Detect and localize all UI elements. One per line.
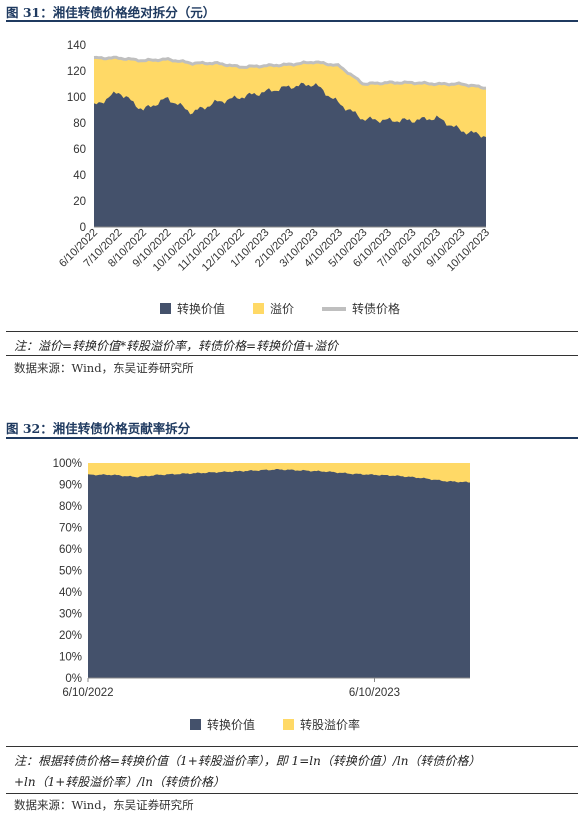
legend-swatch-navy (190, 719, 201, 730)
figure-32-note-line-1: 注：根据转债价格=转换价值（1+转股溢价率），即 1=ln（转换价值）/ln（转… (14, 754, 481, 768)
y-tick-label: 80 (73, 118, 86, 130)
y-tick-label: 100 (67, 92, 86, 104)
legend-swatch-gray-line (322, 306, 347, 311)
series-conversion-value-area (88, 469, 470, 678)
figure-32-title: 图 32：湘佳转债价格贡献率拆分 (6, 421, 191, 436)
y-tick-label: 80% (59, 501, 82, 513)
legend-swatch-yellow (283, 719, 295, 730)
legend-item-premium: 溢价 (253, 300, 294, 317)
y-tick-label: 50% (59, 566, 82, 578)
y-tick-label: 40 (73, 170, 86, 182)
figure-31-top-rule (6, 20, 578, 22)
chart-32-area: 0% 10% 20% 30% 40% 50% 60% 70% 80% 90% 100% 6/10/20… (53, 458, 470, 699)
series-bond-price-line (93, 55, 487, 90)
x-tick-label: 6/10/2022 (62, 687, 113, 699)
y-tick-label: 0 (80, 222, 86, 234)
chart-31-area: 0204060801001201406/10/20227/10/20228/10… (57, 40, 492, 274)
figure-32-source-rule (6, 793, 578, 794)
legend-label: 转债价格 (352, 302, 401, 316)
y-tick-label: 100% (53, 458, 82, 470)
y-tick-label: 0% (65, 673, 82, 685)
legend-item-conversion-value: 转换价值 (160, 300, 225, 317)
legend-label: 转换价值 (177, 302, 226, 316)
legend-item-conversion-value: 转换价值 (190, 716, 255, 733)
series-conversion-value-area (94, 82, 486, 227)
figure-31-note-rule (6, 331, 578, 332)
chart-32-legend: 转换价值 转股溢价率 (190, 716, 360, 733)
figure-31-note: 注：溢价=转换价值*转股溢价率，转债价格=转换价值+溢价 (14, 339, 339, 353)
y-tick-label: 20% (59, 630, 82, 642)
legend-label: 溢价 (270, 302, 295, 316)
figure-32-top-rule (6, 437, 578, 439)
y-tick-label: 90% (59, 480, 82, 492)
y-tick-label: 60% (59, 544, 82, 556)
figure-31-source: 数据来源：Wind，东吴证券研究所 (14, 361, 194, 375)
x-tick-label: 6/10/2023 (349, 687, 400, 699)
figure-31-source-rule (6, 355, 578, 356)
y-tick-label: 120 (67, 66, 86, 78)
chart-31-legend: 转换价值 溢价 转债价格 (160, 300, 400, 317)
legend-item-premium-rate: 转股溢价率 (283, 716, 360, 733)
y-tick-label: 60 (73, 144, 86, 156)
y-tick-label: 140 (67, 40, 86, 52)
y-tick-label: 20 (73, 196, 86, 208)
legend-swatch-yellow (253, 303, 265, 314)
y-tick-label: 30% (59, 609, 82, 621)
figure-31-title: 图 31：湘佳转债价格绝对拆分（元） (6, 5, 216, 20)
legend-swatch-navy (160, 303, 171, 314)
legend-label: 转股溢价率 (300, 718, 361, 732)
figure-32-source: 数据来源：Wind，东吴证券研究所 (14, 798, 194, 812)
figure-32-note-line-2: +ln（1+转股溢价率）/ln（转债价格） (14, 775, 225, 789)
legend-label: 转换价值 (207, 718, 256, 732)
legend-item-bond-price: 转债价格 (322, 300, 400, 317)
y-tick-label: 10% (59, 652, 82, 664)
figure-32-note-rule (6, 746, 578, 747)
y-tick-label: 70% (59, 523, 82, 535)
y-tick-label: 40% (59, 587, 82, 599)
